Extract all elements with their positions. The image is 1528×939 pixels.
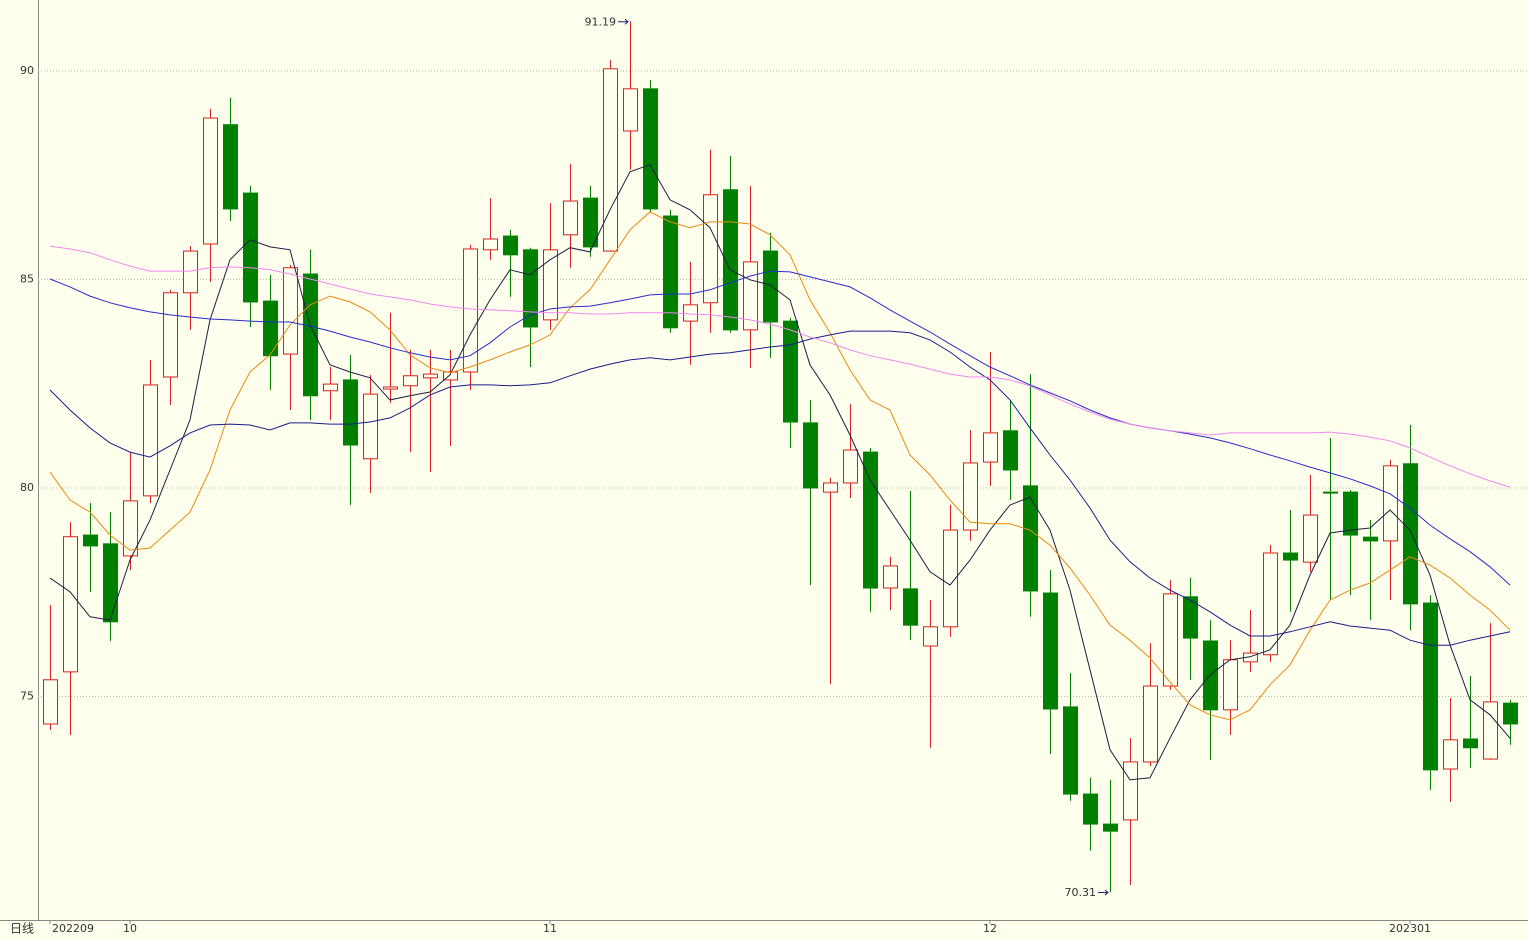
- candle-body: [783, 320, 798, 423]
- x-tick-label: 12: [983, 922, 997, 935]
- candle-body: [483, 238, 498, 251]
- candle-body: [183, 250, 198, 294]
- x-tick-label: 11: [543, 922, 557, 935]
- candle-body: [743, 261, 758, 331]
- candle-body: [523, 249, 538, 328]
- candle-body: [963, 462, 978, 531]
- candle-body: [1483, 701, 1498, 760]
- candle-body: [863, 451, 878, 589]
- candle-body: [643, 88, 658, 210]
- y-tick-label: 90: [20, 64, 34, 77]
- candle-body: [1503, 702, 1518, 725]
- candle-body: [43, 679, 58, 725]
- candle-body: [423, 373, 438, 379]
- candle-body: [363, 393, 378, 460]
- candle-body: [1463, 738, 1478, 749]
- y-tick-label: 85: [20, 272, 34, 285]
- candle-body: [283, 267, 298, 355]
- y-tick-label: 80: [20, 481, 34, 494]
- candle-body: [1343, 491, 1358, 536]
- candle-body: [903, 588, 918, 626]
- candle-body: [563, 200, 578, 236]
- candle-body: [1323, 491, 1338, 494]
- candle-body: [343, 379, 358, 446]
- candle-body: [823, 482, 838, 493]
- x-tick-label: 10: [123, 922, 137, 935]
- candle-body: [543, 249, 558, 321]
- candle-body: [223, 124, 238, 210]
- candle-body: [83, 534, 98, 547]
- candle-body: [603, 68, 618, 252]
- moving-average-line: [49, 245, 1511, 488]
- candle-body: [583, 197, 598, 248]
- candle-body: [1383, 465, 1398, 542]
- extreme-arrowhead: [1104, 889, 1109, 896]
- candle-body: [923, 626, 938, 647]
- candle-body: [143, 384, 158, 497]
- candle-body: [103, 543, 118, 623]
- candle-body: [1203, 640, 1218, 711]
- candle-body: [303, 273, 318, 397]
- candle-body: [663, 215, 678, 329]
- candle-body: [703, 194, 718, 304]
- moving-average-line: [49, 211, 1511, 721]
- candle-body: [203, 117, 218, 245]
- candle-body: [403, 375, 418, 387]
- candle-body: [803, 422, 818, 489]
- candle-body: [1143, 685, 1158, 763]
- period-label: 日线: [10, 922, 34, 936]
- candle-body: [1083, 793, 1098, 825]
- candle-body: [503, 235, 518, 256]
- candle-body: [1043, 592, 1058, 710]
- candle-body: [383, 386, 398, 390]
- candle-body: [1443, 739, 1458, 770]
- candle-body: [263, 300, 278, 357]
- candle-body: [843, 449, 858, 484]
- candle-body: [1283, 552, 1298, 561]
- candle-body: [1163, 593, 1178, 687]
- candle-body: [723, 189, 738, 331]
- candle-body: [1423, 602, 1438, 771]
- candle-body: [323, 383, 338, 392]
- candle-body: [123, 500, 138, 557]
- candle-body: [163, 292, 178, 378]
- candle-body: [1023, 485, 1038, 592]
- moving-average-line: [49, 330, 1511, 646]
- extreme-label: 91.19: [585, 15, 617, 28]
- candle-body: [1263, 552, 1278, 656]
- moving-average-line: [49, 270, 1511, 586]
- candle-body: [1403, 463, 1418, 605]
- candle-body: [683, 304, 698, 322]
- candle-body: [1363, 536, 1378, 542]
- extreme-label: 70.31: [1065, 886, 1097, 899]
- candle-body: [63, 536, 78, 673]
- y-tick-label: 75: [20, 689, 34, 702]
- candle-body: [1003, 430, 1018, 471]
- candle-body: [1123, 761, 1138, 821]
- candle-body: [1223, 659, 1238, 711]
- extreme-arrowhead: [624, 18, 629, 25]
- candle-body: [1303, 514, 1318, 563]
- candle-body: [943, 529, 958, 628]
- candle-body: [883, 565, 898, 589]
- x-tick-label: 202209: [52, 922, 94, 935]
- candle-body: [1063, 706, 1078, 795]
- x-tick-label: 202301: [1389, 922, 1431, 935]
- candle-body: [443, 371, 458, 381]
- candle-body: [463, 248, 478, 373]
- candle-body: [243, 192, 258, 303]
- candle-body: [983, 432, 998, 463]
- moving-average-line: [49, 164, 1511, 781]
- candle-body: [1103, 823, 1118, 832]
- candle-body: [763, 250, 778, 323]
- candle-body: [1183, 596, 1198, 639]
- candle-body: [623, 88, 638, 132]
